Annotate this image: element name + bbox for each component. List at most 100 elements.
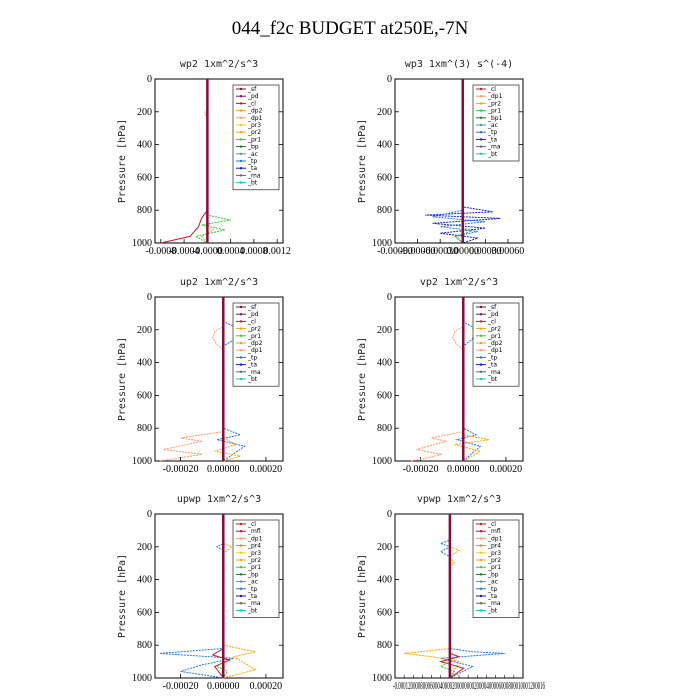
legend-marker <box>479 109 483 112</box>
y-tick-label: 1000 <box>132 238 152 249</box>
legend-marker <box>479 551 483 554</box>
legend-label: _ma <box>247 369 261 376</box>
legend-label: _bp <box>247 144 259 151</box>
legend-label: _cl <box>487 318 496 325</box>
legend-marker <box>479 138 483 141</box>
y-tick-label: 0 <box>387 292 392 303</box>
x-tick-label: -0.0004 <box>169 246 200 257</box>
legend-label: _pr2 <box>487 326 501 333</box>
legend-marker <box>239 145 243 148</box>
legend-marker <box>479 102 483 105</box>
legend-marker <box>239 174 243 177</box>
legend-label: _ma <box>487 600 501 607</box>
legend-label: _ac <box>487 122 498 129</box>
y-tick-label: 200 <box>377 107 392 118</box>
x-tick-label: 0.0008 <box>240 246 268 257</box>
series-dp1 <box>159 297 224 462</box>
series-pr1 <box>439 514 456 679</box>
y-tick-label: 0 <box>387 509 392 520</box>
legend-marker <box>479 313 483 316</box>
x-tick-label: 0.00000 <box>447 246 480 257</box>
legend-marker <box>239 87 243 91</box>
panel-wp3: wp3 1xm^(3) s^(-4) Pressure [hPa] 0 200 400 6… <box>357 59 524 257</box>
plot-frame <box>154 78 284 244</box>
legend-label: _ma <box>487 369 501 376</box>
legend-label: _tp <box>487 586 497 593</box>
x-tick-label: 0.0004 <box>217 246 245 257</box>
y-tick-label: 800 <box>377 205 392 216</box>
legend-marker <box>479 341 483 345</box>
legend-label: _bp1 <box>487 115 503 122</box>
panel-up2: up2 1xm^2/s^3 Pressure [hPa] 0 200 400 600 800… <box>117 277 284 475</box>
y-tick-label: 0 <box>147 74 152 85</box>
legend-marker <box>479 580 483 583</box>
y-axis-label: Pressure [hPa] <box>357 119 368 203</box>
legend-label: _pr1 <box>487 333 501 340</box>
legend-marker <box>239 131 243 134</box>
x-tick-label: 0.00030 <box>469 246 502 257</box>
x-tick-label: 0.00000 <box>447 464 480 475</box>
x-tick-label: 0.0012 <box>263 246 291 257</box>
series-pr1 <box>454 79 472 244</box>
legend-marker <box>239 320 243 323</box>
legend-marker <box>479 349 483 352</box>
x-tick-label: 0.00020 <box>250 464 283 475</box>
legend-label: _dp1 <box>247 115 263 122</box>
legend-label: _pr3 <box>487 550 501 557</box>
x-tick-label: 0.00020 <box>490 464 523 475</box>
x-tick-label: -0.00020 <box>163 681 199 692</box>
series-tp <box>159 514 235 679</box>
legend-label: _pr1 <box>487 564 501 571</box>
panel-upwp: upwp 1xm^2/s^3 Pressure [hPa] 0 200 400 600 80… <box>117 494 284 692</box>
legend-marker <box>479 530 483 533</box>
legend-label: _pr4 <box>487 543 501 550</box>
legend-marker <box>239 181 243 184</box>
legend-marker <box>239 587 243 590</box>
legend-label: _ac <box>247 151 258 158</box>
panel-vp2: vp2 1xm^2/s^3 Pressure [hPa] 0 200 400 600 800… <box>357 277 524 475</box>
legend-label: _dp1 <box>247 535 263 542</box>
legend-label: _tp <box>247 586 257 593</box>
legend-label: _ta <box>487 136 497 143</box>
y-tick-label: 400 <box>377 140 392 151</box>
y-tick-label: 1000 <box>372 456 392 467</box>
legend-label: _cl <box>487 86 496 93</box>
y-axis-label: Pressure [hPa] <box>357 337 368 421</box>
legend-marker <box>239 537 243 540</box>
x-tick-label: -0.0000 <box>192 246 223 257</box>
y-tick-label: 600 <box>377 390 392 401</box>
legend-label: _tp <box>487 129 497 136</box>
legend-marker <box>479 356 483 359</box>
y-tick-label: 200 <box>137 107 152 118</box>
y-tick-label: 800 <box>137 423 152 434</box>
x-tick-label: -0.00090 <box>377 246 413 257</box>
y-tick-label: 200 <box>137 542 152 553</box>
x-tick-label: -0.00020 <box>403 464 439 475</box>
legend-marker <box>479 587 483 590</box>
legend-marker <box>479 544 483 547</box>
y-tick-label: 400 <box>137 358 152 369</box>
legend-marker <box>479 602 483 605</box>
y-tick-label: 1000 <box>132 673 152 684</box>
legend-label: _dp1 <box>487 93 503 100</box>
legend-label: _bt <box>487 607 498 614</box>
legend-marker <box>479 116 483 119</box>
legend-label: _pr2 <box>247 557 261 564</box>
legend-label: _bt <box>247 180 258 187</box>
legend-label: _ma <box>487 144 501 151</box>
legend-label: _cl <box>247 318 256 325</box>
plot-frame <box>154 513 284 679</box>
legend-marker <box>239 116 243 119</box>
legend-marker <box>239 594 243 598</box>
y-tick-label: 400 <box>137 140 152 151</box>
legend-label: _sf <box>487 304 497 311</box>
panel-title: vp2 1xm^2/s^3 <box>420 277 498 288</box>
legend-label: _pr2 <box>487 557 501 564</box>
legend-label: _ta <box>247 362 257 369</box>
legend-marker <box>239 544 243 547</box>
panel-title: wp2 1xm^2/s^3 <box>180 59 258 70</box>
y-tick-label: 200 <box>137 325 152 336</box>
legend-marker <box>479 152 483 155</box>
legend-marker <box>239 349 243 352</box>
legend-marker <box>239 609 243 612</box>
